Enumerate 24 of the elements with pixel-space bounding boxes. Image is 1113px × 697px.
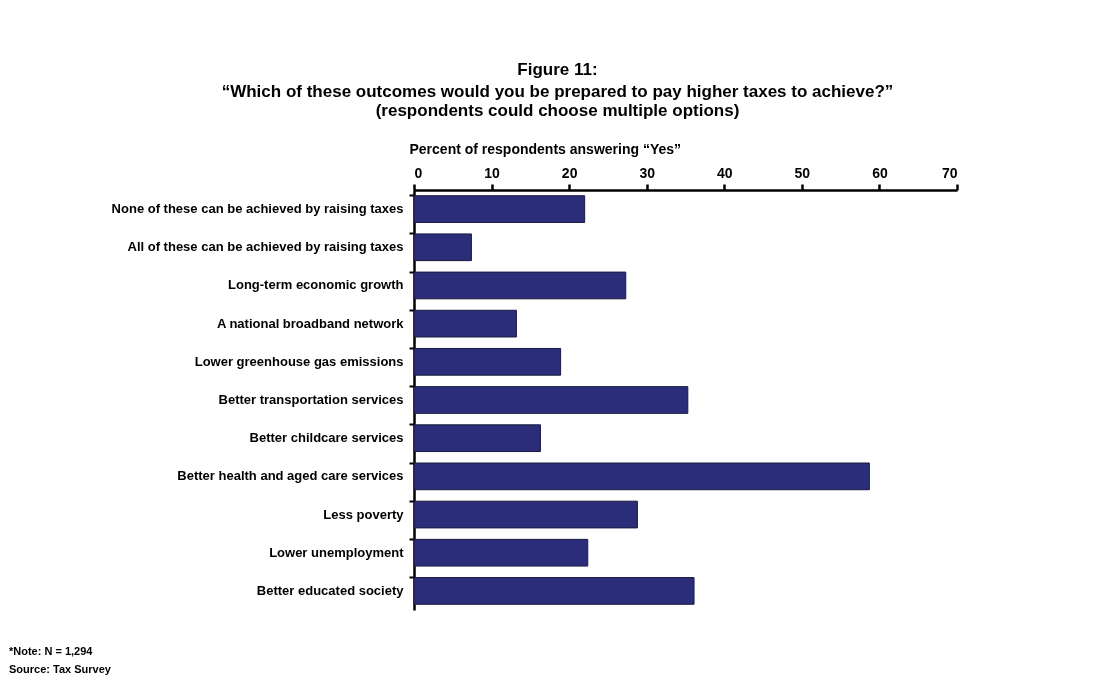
x-tick-label: 20	[561, 164, 578, 181]
y-tick-label: Lower unemployment	[269, 544, 405, 560]
x-tick-label: 70	[941, 164, 958, 181]
y-tick-label: Better educated society	[256, 582, 405, 598]
y-tick-label: Better childcare services	[249, 430, 404, 446]
x-tick-label: 10	[484, 164, 501, 181]
y-tick-label: Better health and aged care services	[177, 468, 404, 484]
x-tick-label: 0	[414, 164, 423, 181]
text: *Note: N = 1,294	[9, 645, 94, 657]
y-tick-label: A national broadband network	[216, 315, 405, 331]
y-tick-label: Better transportation services	[218, 392, 404, 407]
x-tick-label: 50	[794, 164, 811, 181]
chart-subtitle: (respondents could choose multiple options)	[375, 101, 740, 120]
y-tick-label: None of these can be achieved by raising taxes	[111, 201, 404, 217]
source-note: Source: Tax Survey	[9, 663, 112, 675]
y-tick-label: All of these can be achieved by raising taxes	[127, 239, 404, 255]
chart-title: Figure 11: “Which of these outcomes would you be prepared to pay higher taxes to achieve?”	[221, 60, 894, 101]
y-tick-label: Less poverty	[323, 506, 405, 522]
x-tick-label: 40	[717, 164, 733, 181]
y-tick-label: Long-term economic growth	[228, 277, 404, 293]
x-tick-label: 30	[639, 164, 656, 181]
x-tick-label: 60	[872, 164, 888, 181]
x-axis-title: Percent of respondents answering “Yes”	[409, 140, 682, 157]
y-tick-label: Lower greenhouse gas emissions	[194, 353, 404, 369]
